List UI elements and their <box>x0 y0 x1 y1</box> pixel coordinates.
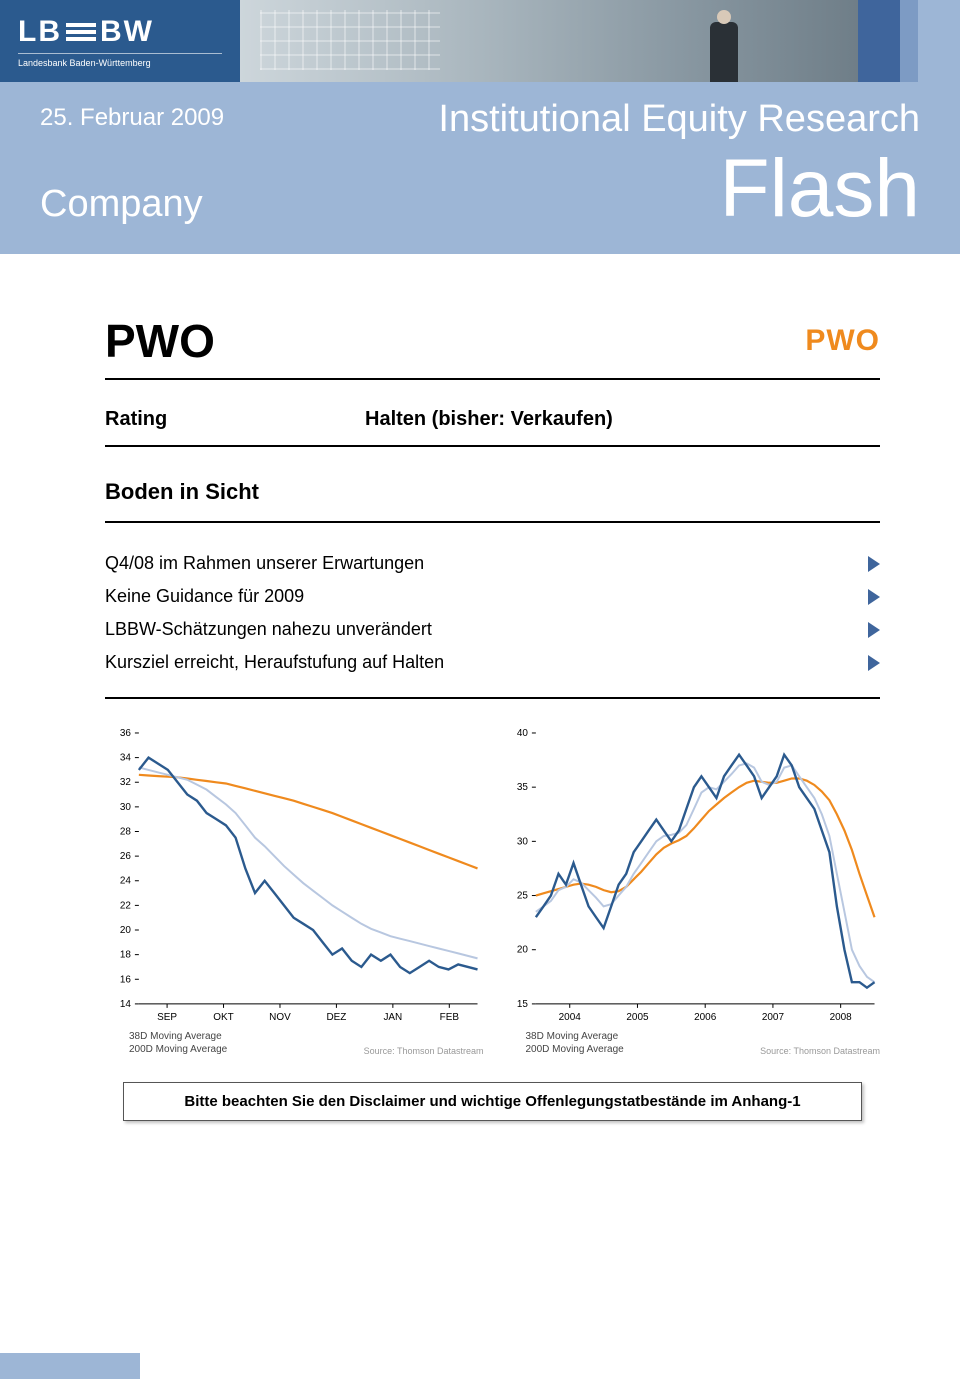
svg-text:JAN: JAN <box>383 1012 402 1023</box>
svg-text:30: 30 <box>120 802 132 813</box>
bullet-list: Q4/08 im Rahmen unserer Erwartungen Kein… <box>105 523 880 699</box>
svg-text:16: 16 <box>120 974 132 985</box>
svg-text:36: 36 <box>120 728 132 739</box>
footer-accent <box>0 1353 140 1379</box>
bullet-arrow-icon <box>868 589 880 605</box>
svg-text:40: 40 <box>516 728 528 739</box>
chart-left-svg: 14 16 18 20 22 24 26 28 30 32 34 36 SEP OKT NOV DEZ JAN F… <box>105 727 484 1026</box>
chart-source: Source: Thomson Datastream <box>760 1046 880 1056</box>
rating-label: Rating <box>105 408 365 431</box>
report-date: 25. Februar 2009 <box>40 104 224 131</box>
svg-text:32: 32 <box>120 777 132 788</box>
svg-text:FEB: FEB <box>440 1012 460 1023</box>
chart-source: Source: Thomson Datastream <box>364 1046 484 1056</box>
svg-text:28: 28 <box>120 826 132 837</box>
header-banner: LB BW Landesbank Baden-Württemberg <box>0 0 960 82</box>
svg-text:14: 14 <box>120 999 132 1010</box>
bullet-arrow-icon <box>868 556 880 572</box>
logo-box: LB BW Landesbank Baden-Württemberg <box>0 0 240 82</box>
chart-long-term: 15 20 25 30 35 40 2004 2005 2006 2007 2008 38D Mov… <box>502 727 881 1056</box>
svg-text:SEP: SEP <box>157 1012 177 1023</box>
hero-accent-2 <box>900 0 918 82</box>
svg-text:2008: 2008 <box>829 1012 852 1023</box>
content-area: PWO PWO Rating Halten (bisher: Verkaufen… <box>0 254 960 1141</box>
hero-image <box>240 0 858 82</box>
company-label: Company <box>40 183 203 226</box>
svg-text:NOV: NOV <box>269 1012 291 1023</box>
svg-text:22: 22 <box>120 900 132 911</box>
bullet-arrow-icon <box>868 622 880 638</box>
svg-text:20: 20 <box>120 925 132 936</box>
legend-38d: 38D Moving Average <box>526 1030 624 1043</box>
legend-200d: 200D Moving Average <box>129 1043 227 1056</box>
bullet-text: Kursziel erreicht, Heraufstufung auf Hal… <box>105 652 444 673</box>
disclaimer-box: Bitte beachten Sie den Disclaimer und wi… <box>123 1082 862 1121</box>
svg-text:35: 35 <box>516 782 528 793</box>
legend-200d: 200D Moving Average <box>526 1043 624 1056</box>
svg-text:2004: 2004 <box>558 1012 581 1023</box>
bullet-item: Kursziel erreicht, Heraufstufung auf Hal… <box>105 646 880 679</box>
legend-38d: 38D Moving Average <box>129 1030 227 1043</box>
chart-short-term: 14 16 18 20 22 24 26 28 30 32 34 36 SEP OKT NOV DEZ JAN F… <box>105 727 484 1056</box>
chart-right-svg: 15 20 25 30 35 40 2004 2005 2006 2007 2008 <box>502 727 881 1026</box>
svg-text:34: 34 <box>120 753 132 764</box>
bullet-text: Q4/08 im Rahmen unserer Erwartungen <box>105 553 424 574</box>
bullet-item: Keine Guidance für 2009 <box>105 580 880 613</box>
svg-text:24: 24 <box>120 876 132 887</box>
svg-text:DEZ: DEZ <box>326 1012 346 1023</box>
title-block: 25. Februar 2009 Institutional Equity Re… <box>0 82 960 254</box>
hero-accent-1 <box>858 0 900 82</box>
svg-text:2006: 2006 <box>694 1012 717 1023</box>
logo-subtitle: Landesbank Baden-Württemberg <box>18 53 222 68</box>
hero-accent-3 <box>918 0 960 82</box>
disclaimer-text: Bitte beachten Sie den Disclaimer und wi… <box>184 1093 800 1110</box>
bullet-item: LBBW-Schätzungen nahezu unverändert <box>105 613 880 646</box>
bullet-item: Q4/08 im Rahmen unserer Erwartungen <box>105 547 880 580</box>
flash-label: Flash <box>719 152 920 226</box>
report-type: Institutional Equity Research <box>438 98 920 141</box>
logo-text: LB BW <box>18 15 222 49</box>
report-subtitle: Boden in Sicht <box>105 447 880 523</box>
svg-text:26: 26 <box>120 851 132 862</box>
rating-row: Rating Halten (bisher: Verkaufen) <box>105 380 880 447</box>
svg-text:2005: 2005 <box>626 1012 649 1023</box>
svg-text:25: 25 <box>516 891 528 902</box>
pwo-logo: PWO <box>805 324 880 358</box>
svg-text:15: 15 <box>516 999 528 1010</box>
rating-value: Halten (bisher: Verkaufen) <box>365 408 613 431</box>
svg-text:OKT: OKT <box>213 1012 233 1023</box>
bullet-text: LBBW-Schätzungen nahezu unverändert <box>105 619 432 640</box>
svg-text:18: 18 <box>120 950 132 961</box>
svg-text:20: 20 <box>516 945 528 956</box>
svg-text:30: 30 <box>516 836 528 847</box>
svg-text:2007: 2007 <box>761 1012 784 1023</box>
bullet-arrow-icon <box>868 655 880 671</box>
bullet-text: Keine Guidance für 2009 <box>105 586 304 607</box>
company-name: PWO <box>105 314 215 368</box>
